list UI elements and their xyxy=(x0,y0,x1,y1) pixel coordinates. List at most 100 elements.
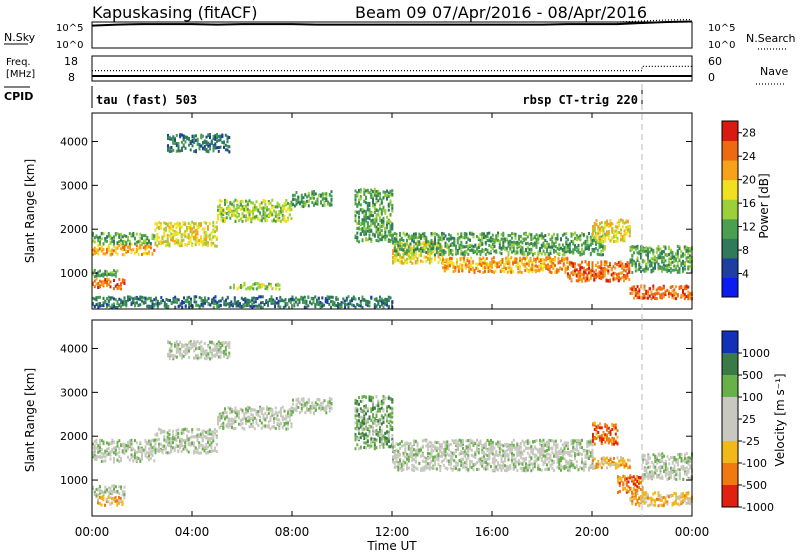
power-cell xyxy=(512,246,515,250)
power-cell xyxy=(99,235,101,239)
power-cell xyxy=(212,221,215,224)
power-cell xyxy=(312,300,315,304)
power-cell xyxy=(361,208,364,211)
power-cell xyxy=(253,296,255,300)
power-cell xyxy=(280,210,282,214)
power-cell xyxy=(523,232,526,236)
power-cell xyxy=(255,282,258,286)
power-cell xyxy=(654,264,656,268)
velocity-cell xyxy=(203,435,206,438)
power-cell xyxy=(540,232,543,236)
power-cell xyxy=(430,251,433,255)
power-cell xyxy=(148,305,150,309)
power-cell xyxy=(132,234,135,238)
velocity-cell xyxy=(231,407,233,411)
power-cell xyxy=(581,266,583,270)
power-cell xyxy=(174,300,177,304)
power-cell xyxy=(591,238,594,242)
power-cell xyxy=(377,300,380,304)
power-cell xyxy=(223,303,226,307)
power-cell xyxy=(645,264,648,268)
power-cell xyxy=(312,297,315,301)
power-cell xyxy=(107,248,110,252)
power-cell xyxy=(626,267,629,271)
velocity-cell xyxy=(121,444,124,448)
velocity-cell xyxy=(135,458,138,462)
power-cell xyxy=(363,218,366,222)
power-cell xyxy=(316,298,318,302)
power-cell xyxy=(513,260,516,264)
power-cell xyxy=(107,300,110,304)
power-cell xyxy=(567,249,569,253)
power-cell xyxy=(361,227,364,231)
power-cell xyxy=(198,304,201,308)
power-cell xyxy=(148,245,150,249)
velocity-cell xyxy=(203,445,206,449)
power-cell xyxy=(303,295,306,299)
power-cell xyxy=(616,236,619,240)
velocity-cell xyxy=(210,430,213,434)
power-cell xyxy=(595,241,597,245)
power-cell xyxy=(285,209,288,213)
power-cell xyxy=(491,257,493,261)
velocity-cell xyxy=(116,499,119,503)
power-cell xyxy=(387,195,390,199)
power-cell xyxy=(524,265,527,269)
freq-ytick-bottom: 8 xyxy=(68,71,75,84)
power-cell xyxy=(344,306,346,310)
velocity-cell xyxy=(137,448,140,452)
power-cell xyxy=(441,245,443,249)
power-cell xyxy=(123,299,126,303)
power-cell xyxy=(375,213,378,217)
power-cell xyxy=(151,252,154,256)
power-cell xyxy=(597,226,600,230)
power-cell xyxy=(113,269,115,273)
power-cell xyxy=(198,223,201,226)
power-cell xyxy=(650,297,653,301)
power-cell xyxy=(619,260,622,264)
power-cell xyxy=(564,270,567,274)
power-cell xyxy=(270,299,273,303)
power-cell xyxy=(500,233,503,237)
power-cell xyxy=(610,273,613,277)
power-cell xyxy=(399,247,401,251)
power-cell xyxy=(365,212,367,216)
power-cell xyxy=(402,255,405,259)
power-cell xyxy=(285,199,288,203)
power-cell xyxy=(366,302,369,306)
power-cell xyxy=(363,199,366,203)
power-cell xyxy=(599,226,601,230)
power-cell xyxy=(450,257,453,260)
power-cell xyxy=(116,306,119,309)
power-cell xyxy=(511,241,513,245)
power-cell xyxy=(554,263,556,267)
power-cell xyxy=(627,228,629,232)
power-cell xyxy=(416,257,419,261)
power-cell xyxy=(463,253,466,257)
power-cell xyxy=(628,228,631,232)
velocity-cell xyxy=(170,442,173,446)
power-cell xyxy=(449,261,451,264)
velocity-cell xyxy=(255,412,258,416)
velocity-cell xyxy=(203,429,206,433)
power-cell xyxy=(588,263,590,266)
power-cell xyxy=(207,241,209,245)
power-cell xyxy=(659,247,662,251)
power-cell xyxy=(234,220,237,223)
power-cell xyxy=(347,295,350,299)
power-cell xyxy=(141,236,143,240)
power-cell xyxy=(358,240,360,244)
power-cell xyxy=(568,245,571,249)
power-cell xyxy=(430,244,433,247)
velocity-cell xyxy=(200,433,202,436)
power-cell xyxy=(102,272,105,276)
power-cell xyxy=(502,234,505,238)
power-cell xyxy=(292,202,294,206)
power-cell xyxy=(598,238,601,242)
power-cell xyxy=(591,273,594,277)
power-cell xyxy=(175,141,178,145)
velocity-cell xyxy=(141,450,143,454)
power-cell xyxy=(182,232,185,236)
velocity-cell xyxy=(121,450,124,454)
power-cell xyxy=(572,262,575,266)
